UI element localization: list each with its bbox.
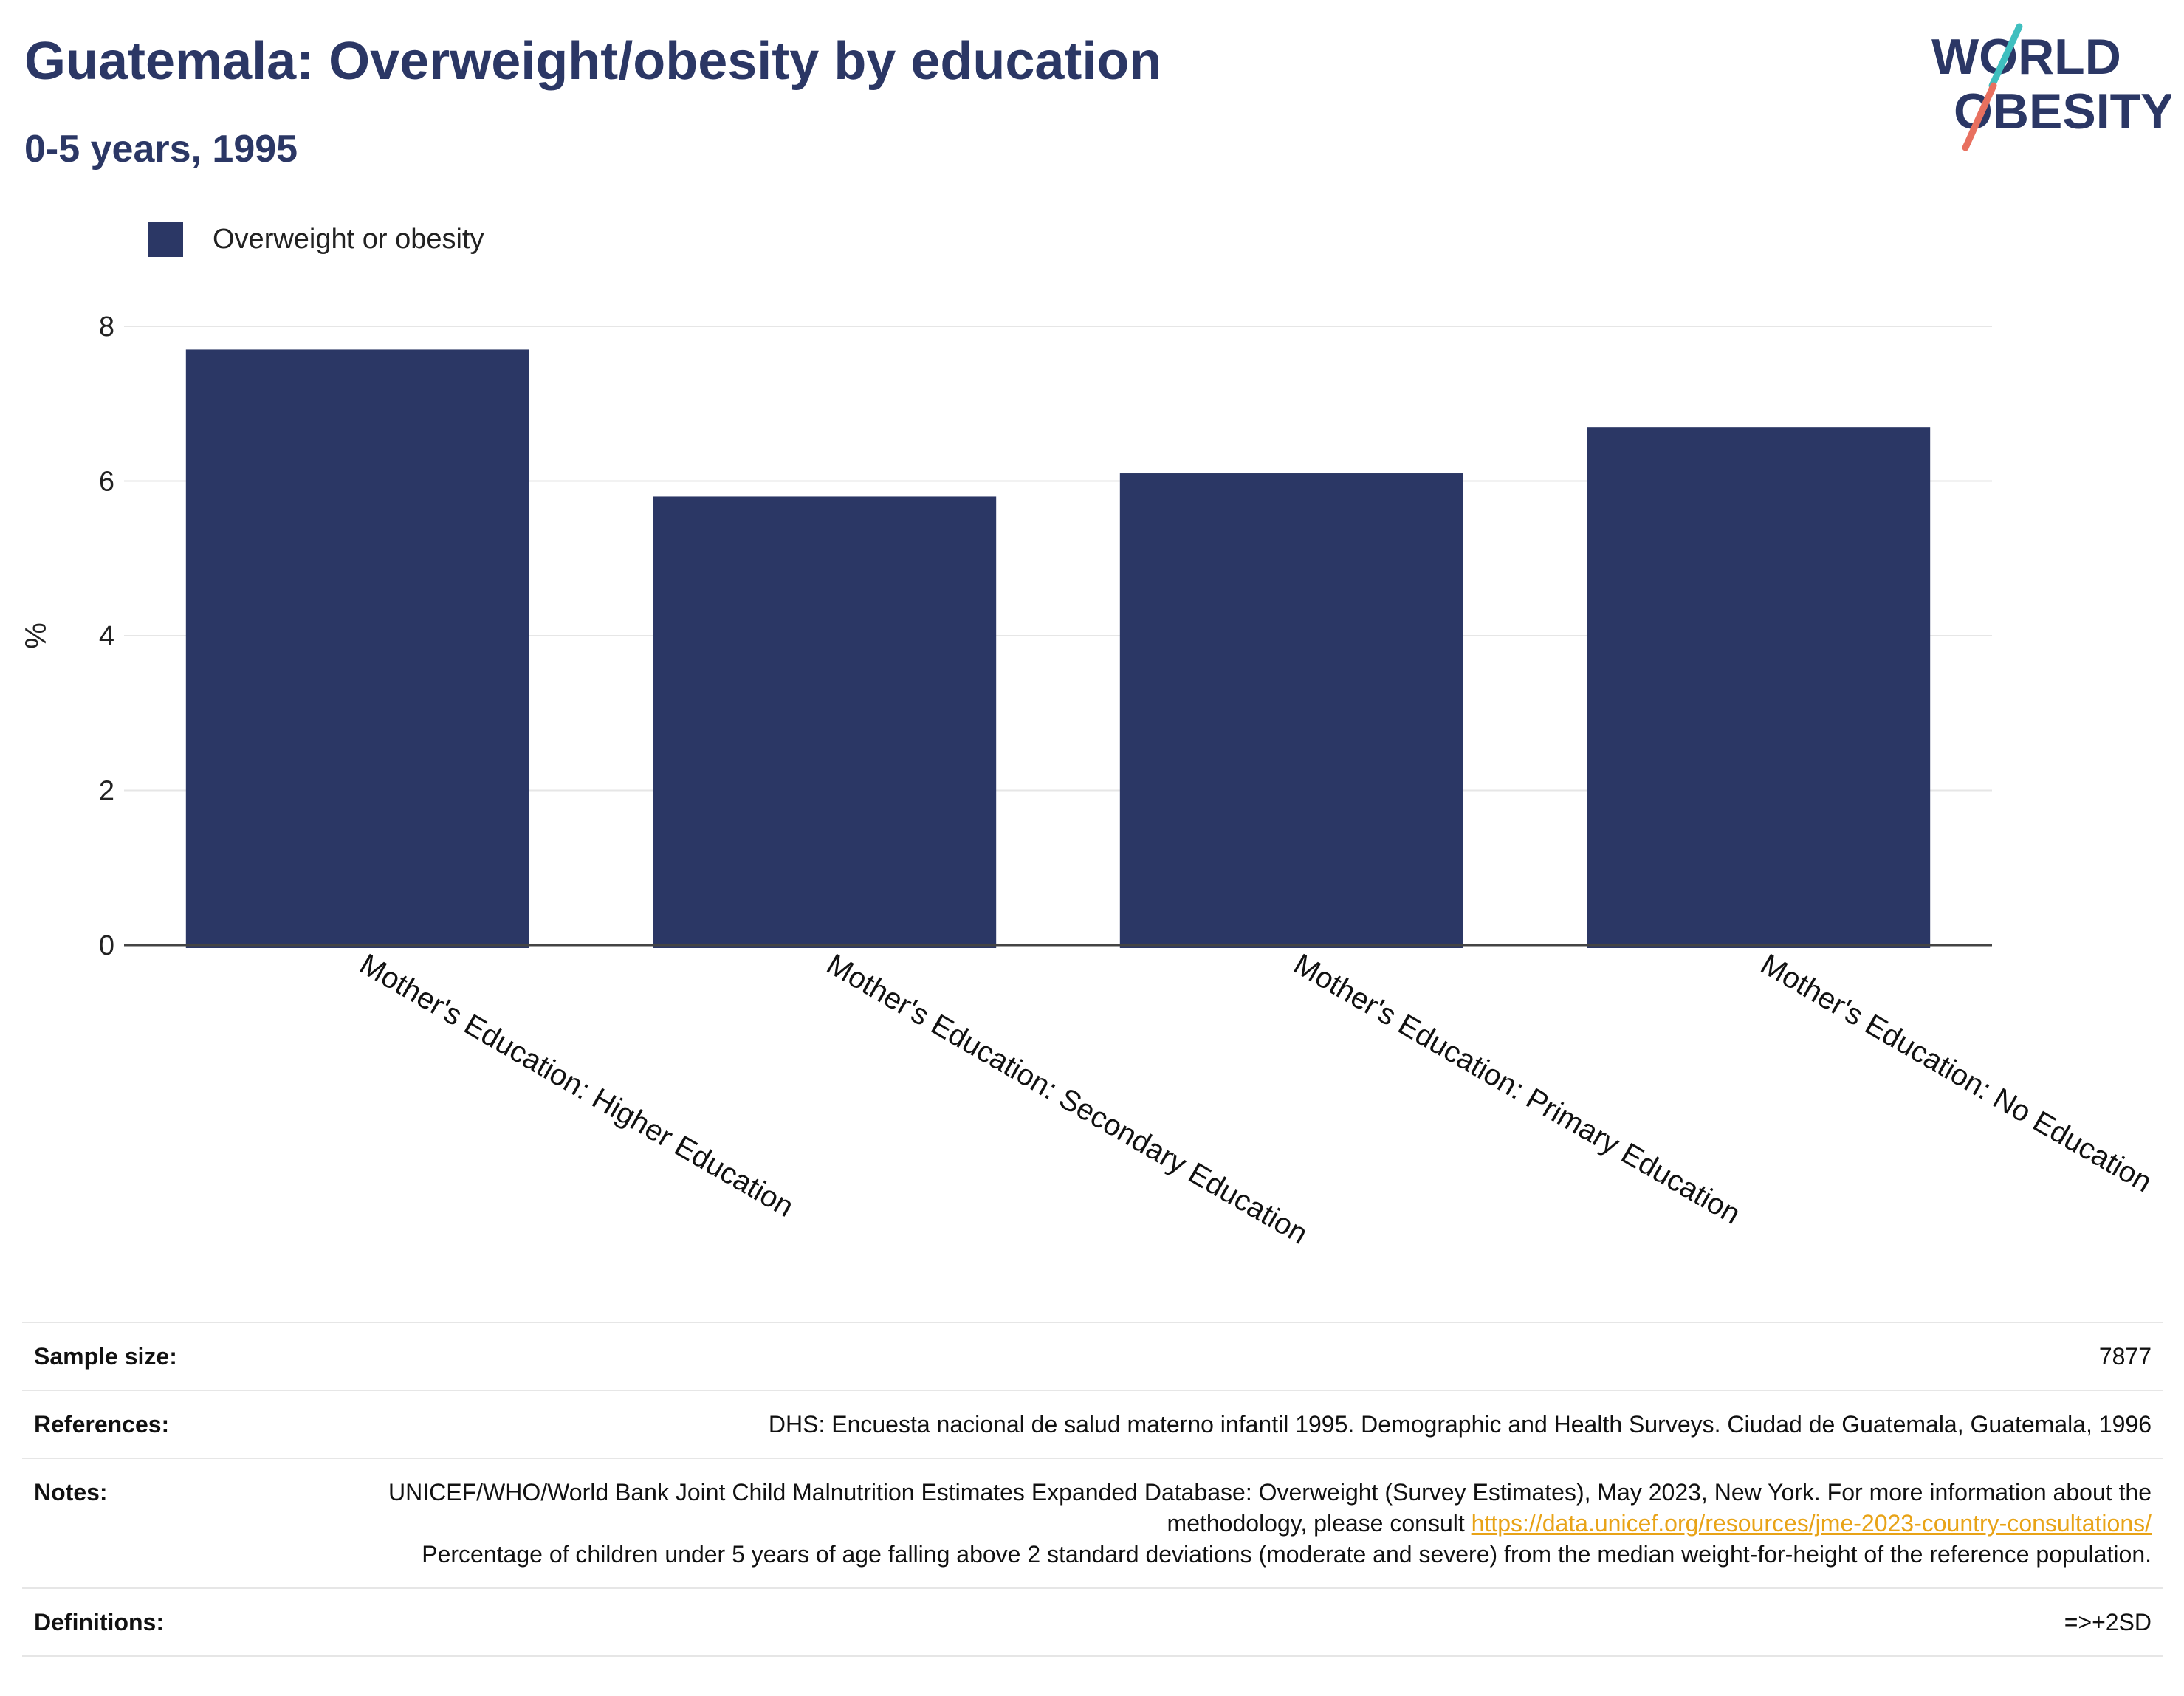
chart-subtitle: 0-5 years, 1995 (24, 128, 298, 171)
bar (1587, 427, 1931, 948)
logo-slash-bottom (1962, 82, 1997, 151)
logo-line-1: WORLD (1931, 29, 2121, 85)
y-tick-label: 0 (99, 930, 114, 961)
sample-size-row: Sample size: 7877 (22, 1323, 2163, 1391)
x-tick-label: Mother's Education: Secondary Education (821, 948, 1313, 1251)
notes-link[interactable]: https://data.unicef.org/resources/jme-20… (1471, 1510, 2152, 1537)
notes-text-1: UNICEF/WHO/World Bank Joint Child Malnut… (388, 1479, 2152, 1537)
bar (1119, 473, 1463, 948)
legend-label: Overweight or obesity (213, 223, 484, 255)
notes-row: Notes: UNICEF/WHO/World Bank Joint Child… (22, 1459, 2163, 1589)
x-tick-label: Mother's Education: No Education (1755, 948, 2157, 1199)
bar (185, 349, 529, 948)
legend-swatch (148, 222, 183, 257)
x-tick-label: Mother's Education: Higher Education (354, 948, 799, 1223)
bars (185, 349, 1931, 948)
bar (653, 496, 997, 948)
logo-slash-top (1988, 23, 2023, 89)
y-tick-label: 2 (99, 776, 114, 807)
chart-title: Guatemala: Overweight/obesity by educati… (24, 32, 1162, 91)
references-label: References: (34, 1411, 170, 1438)
metadata-table: Sample size: 7877 References: DHS: Encue… (22, 1322, 2163, 1657)
y-tick-label: 6 (99, 467, 114, 498)
x-tick-label: Mother's Education: Primary Education (1288, 948, 1746, 1231)
y-axis-ticks: 0 2 4 6 8 (99, 312, 114, 961)
notes-value: UNICEF/WHO/World Bank Joint Child Malnut… (255, 1477, 2152, 1570)
notes-text-2: Percentage of children under 5 years of … (422, 1541, 2152, 1568)
chart-legend: Overweight or obesity (148, 220, 484, 258)
y-axis-label: % (20, 622, 52, 649)
world-obesity-logo: WORLD OBESITY (1931, 23, 2171, 151)
definitions-value: =>+2SD (2064, 1609, 2152, 1635)
sample-size-label: Sample size: (34, 1343, 177, 1370)
sample-size-value: 7877 (2098, 1343, 2152, 1370)
bar-chart: 0 2 4 6 8 Mother's Education: Higher Educati… (20, 312, 2157, 1251)
references-row: References: DHS: Encuesta nacional de sa… (22, 1391, 2163, 1459)
definitions-label: Definitions: (34, 1609, 164, 1635)
x-axis-ticks: Mother's Education: Higher Education Moth… (354, 948, 2157, 1251)
y-tick-label: 4 (99, 621, 114, 652)
logo-line-2: OBESITY (1954, 83, 2171, 140)
notes-label: Notes: (34, 1479, 108, 1506)
definitions-row: Definitions: =>+2SD (22, 1589, 2163, 1657)
references-value: DHS: Encuesta nacional de salud materno … (768, 1411, 2152, 1438)
y-tick-label: 8 (99, 312, 114, 343)
